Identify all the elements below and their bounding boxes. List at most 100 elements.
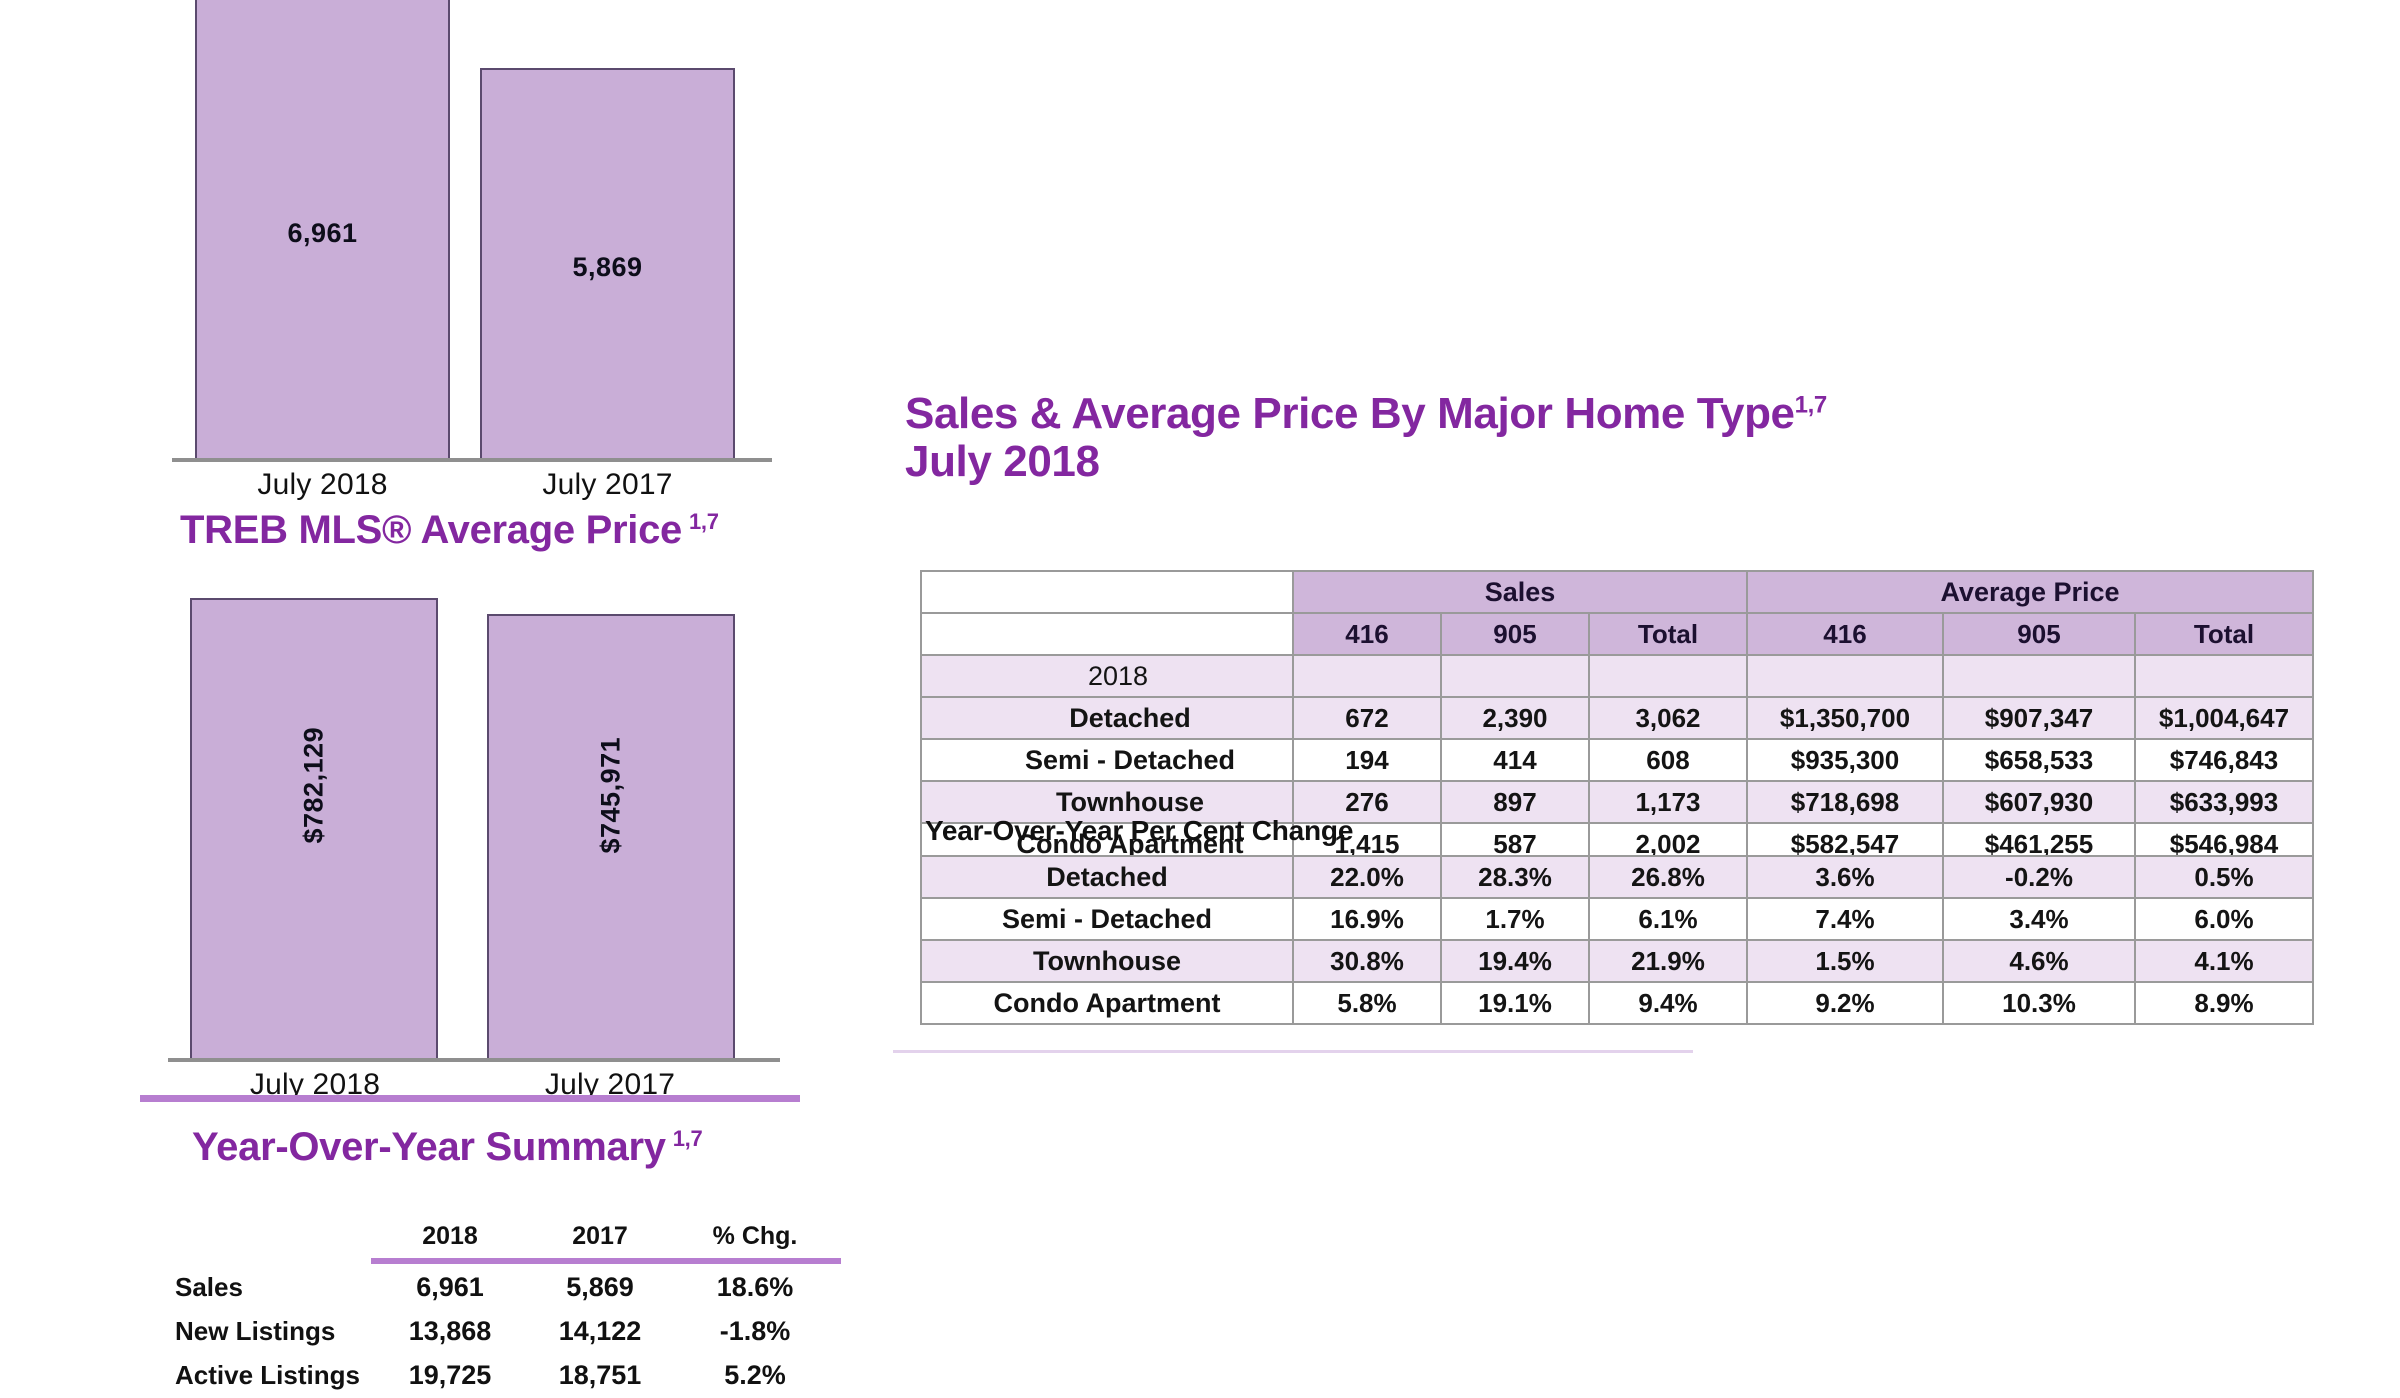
year-over-year-summary-table: 2018 2017 % Chg. Sales 6,961 5,869 18.6%… [175, 1222, 865, 1398]
yoy-row-detached-sales-total: 26.8% [1588, 855, 1748, 899]
table-row-year-c2 [1440, 654, 1590, 698]
sales-chart-axis [172, 458, 772, 462]
table-row: Semi - Detached 16.9% 1.7% 6.1% 7.4% 3.4… [920, 897, 2314, 941]
year-over-year-summary-heading-superscript: 1,7 [672, 1125, 703, 1151]
yoy-row-detached-price-905: -0.2% [1942, 855, 2136, 899]
bar-sales-2017 [480, 68, 735, 460]
row-townhouse-label: Townhouse [920, 780, 1294, 824]
panel-title-line1: Sales & Average Price By Major Home Type [905, 389, 1795, 438]
row-semi-detached-price-905: $658,533 [1942, 738, 2136, 782]
table-row: Detached 672 2,390 3,062 $1,350,700 $907… [920, 696, 2314, 740]
group-header-sales: Sales [1292, 570, 1748, 614]
summary-row-new-listings: New Listings 13,868 14,122 -1.8% [175, 1316, 865, 1354]
summary-row-new-listings-chg: -1.8% [719, 1316, 791, 1346]
yoy-row-townhouse-price-416: 1.5% [1746, 939, 1944, 983]
table-row-year-c3 [1588, 654, 1748, 698]
table-row: Townhouse 276 897 1,173 $718,698 $607,93… [920, 780, 2314, 824]
treb-average-price-heading-text: TREB MLS® Average Price [180, 508, 682, 552]
price-chart-axis [168, 1058, 780, 1062]
yoy-row-condo-apartment-label: Condo Apartment [920, 981, 1294, 1025]
row-townhouse-sales-905: 897 [1440, 780, 1590, 824]
summary-row-active-listings-2018: 19,725 [408, 1360, 492, 1390]
summary-header-2018: 2018 [422, 1222, 478, 1250]
row-townhouse-sales-416: 276 [1292, 780, 1442, 824]
year-over-year-percent-change-subtitle: Year-Over-Year Per Cent Change [925, 815, 1354, 846]
row-semi-detached-label: Semi - Detached [920, 738, 1294, 782]
row-townhouse-price-416: $718,698 [1746, 780, 1944, 824]
row-semi-detached-sales-416: 194 [1292, 738, 1442, 782]
yoy-row-semi-detached-price-416: 7.4% [1746, 897, 1944, 941]
summary-row-new-listings-label: New Listings [175, 1316, 336, 1346]
yoy-row-detached-sales-905: 28.3% [1440, 855, 1590, 899]
table-row-year-c6 [2134, 654, 2314, 698]
summary-row-new-listings-2017: 14,122 [558, 1316, 642, 1346]
bar-sales-2018-value: 6,961 [287, 218, 358, 248]
bar-price-2018 [190, 598, 438, 1060]
year-over-year-summary-heading-text: Year-Over-Year Summary [192, 1125, 666, 1169]
table-corner-cell [920, 570, 1294, 614]
yoy-row-townhouse-price-total: 4.1% [2134, 939, 2314, 983]
yoy-row-townhouse-sales-total: 21.9% [1588, 939, 1748, 983]
yoy-row-semi-detached-price-905: 3.4% [1942, 897, 2136, 941]
summary-row-sales-2017: 5,869 [566, 1272, 634, 1302]
row-detached-price-416: $1,350,700 [1746, 696, 1944, 740]
table-sub-header-row: 416 905 Total 416 905 Total [920, 612, 2314, 656]
summary-section-divider [140, 1095, 800, 1102]
summary-header-pct-chg: % Chg. [712, 1222, 798, 1250]
treb-average-price-heading: TREB MLS® Average Price 1,7 [180, 508, 719, 553]
bar-sales-2018 [195, 0, 450, 460]
yoy-row-condo-apartment-price-905: 10.3% [1942, 981, 2136, 1025]
average-price-bar-chart: $782,129 $745,971 July 2018 July 2017 [0, 570, 800, 1101]
row-townhouse-price-total: $633,993 [2134, 780, 2314, 824]
row-townhouse-sales-total: 1,173 [1588, 780, 1748, 824]
table-row: Condo Apartment 5.8% 19.1% 9.4% 9.2% 10.… [920, 981, 2314, 1025]
sales-and-price-table: Sales Average Price 416 905 Total 416 90… [920, 570, 2314, 866]
row-detached-price-905: $907,347 [1942, 696, 2136, 740]
table-row-year-c1 [1292, 654, 1442, 698]
summary-row-sales-2018: 6,961 [416, 1272, 484, 1302]
yoy-row-semi-detached-price-total: 6.0% [2134, 897, 2314, 941]
treb-average-price-heading-superscript: 1,7 [689, 508, 719, 534]
bar-price-2017 [487, 614, 735, 1060]
yoy-row-townhouse-sales-416: 30.8% [1292, 939, 1442, 983]
row-townhouse-price-905: $607,930 [1942, 780, 2136, 824]
table-row: Detached 22.0% 28.3% 26.8% 3.6% -0.2% 0.… [920, 855, 2314, 899]
table-row-year-c4 [1746, 654, 1944, 698]
sub-header-sales-416: 416 [1292, 612, 1442, 656]
summary-row-active-listings: Active Listings 19,725 18,751 5.2% [175, 1360, 865, 1398]
yoy-row-townhouse-label: Townhouse [920, 939, 1294, 983]
table-row-year-label: 2018 [920, 654, 1294, 698]
row-detached-label: Detached [920, 696, 1294, 740]
yoy-row-townhouse-sales-905: 19.4% [1440, 939, 1590, 983]
yoy-row-condo-apartment-price-416: 9.2% [1746, 981, 1944, 1025]
yoy-row-condo-apartment-sales-905: 19.1% [1440, 981, 1590, 1025]
row-detached-sales-416: 672 [1292, 696, 1442, 740]
yoy-row-semi-detached-sales-total: 6.1% [1588, 897, 1748, 941]
summary-row-active-listings-chg: 5.2% [724, 1360, 786, 1390]
table-row: Townhouse 30.8% 19.4% 21.9% 1.5% 4.6% 4.… [920, 939, 2314, 983]
yoy-row-condo-apartment-sales-416: 5.8% [1292, 981, 1442, 1025]
yoy-row-detached-sales-416: 22.0% [1292, 855, 1442, 899]
yoy-row-detached-price-416: 3.6% [1746, 855, 1944, 899]
summary-row-new-listings-2018: 13,868 [408, 1316, 492, 1346]
yoy-row-townhouse-price-905: 4.6% [1942, 939, 2136, 983]
summary-header-underline [371, 1258, 841, 1264]
row-detached-sales-total: 3,062 [1588, 696, 1748, 740]
sub-header-price-total: Total [2134, 612, 2314, 656]
yoy-row-detached-label: Detached [920, 855, 1294, 899]
table-corner-cell-2 [920, 612, 1294, 656]
sub-header-price-905: 905 [1942, 612, 2136, 656]
year-over-year-percent-change-table: Detached 22.0% 28.3% 26.8% 3.6% -0.2% 0.… [920, 855, 2314, 1025]
sales-chart-category-2018: July 2018 [257, 468, 388, 501]
summary-row-active-listings-2017: 18,751 [558, 1360, 642, 1390]
group-header-average-price: Average Price [1746, 570, 2314, 614]
yoy-row-condo-apartment-sales-total: 9.4% [1588, 981, 1748, 1025]
yoy-row-semi-detached-sales-905: 1.7% [1440, 897, 1590, 941]
yoy-row-semi-detached-label: Semi - Detached [920, 897, 1294, 941]
bar-sales-2017-value: 5,869 [572, 252, 643, 282]
row-detached-sales-905: 2,390 [1440, 696, 1590, 740]
summary-row-sales: Sales 6,961 5,869 18.6% [175, 1272, 865, 1310]
panel-bottom-divider [893, 1050, 1693, 1053]
row-detached-price-total: $1,004,647 [2134, 696, 2314, 740]
summary-row-sales-label: Sales [175, 1272, 243, 1302]
